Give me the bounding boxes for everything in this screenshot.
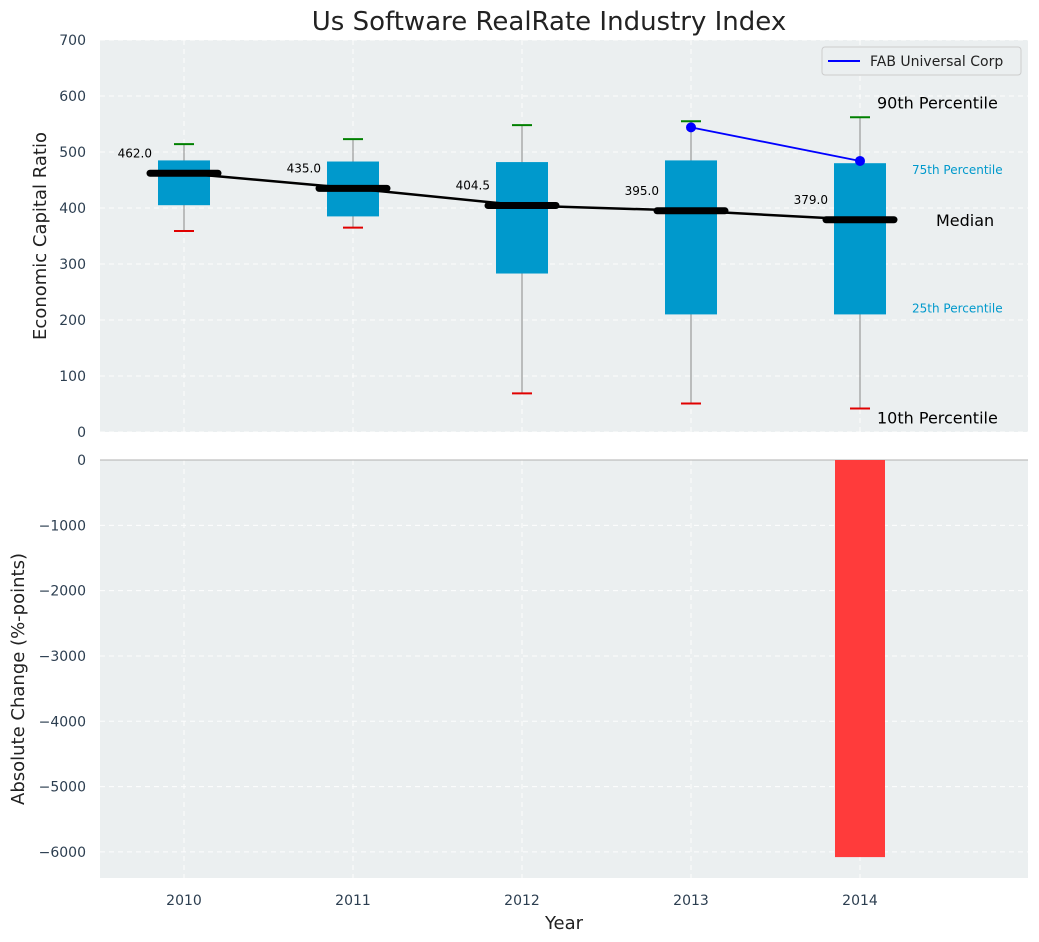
bottom-y-axis-label: Absolute Change (%-points) xyxy=(8,553,29,805)
top-y-tick-label: 400 xyxy=(59,201,86,217)
boxplot-2013: 395.0 xyxy=(625,120,729,405)
bottom-y-tick-label: −1000 xyxy=(39,518,86,534)
bottom-y-tick-label: −4000 xyxy=(39,714,86,730)
iqr-box xyxy=(665,160,717,315)
x-tick-label: 2014 xyxy=(842,893,878,909)
iqr-box xyxy=(834,163,886,315)
median-label: 404.5 xyxy=(456,178,490,192)
top-y-axis-label: Economic Capital Ratio xyxy=(30,132,51,340)
change-bar-2014 xyxy=(835,460,885,858)
legend-label: FAB Universal Corp xyxy=(870,54,1003,70)
series-point xyxy=(855,155,865,166)
change-bars xyxy=(835,460,885,858)
bottom-plot-area xyxy=(100,460,1028,878)
bottom-y-tick-label: 0 xyxy=(77,453,86,469)
median-label: 395.0 xyxy=(625,184,659,198)
x-tick-label: 2011 xyxy=(335,893,371,909)
company-series xyxy=(686,122,865,166)
iqr-box xyxy=(496,162,548,274)
top-y-tick-label: 600 xyxy=(59,89,86,105)
top-y-tick-label: 500 xyxy=(59,145,86,161)
series-point xyxy=(686,122,696,133)
x-tick-label: 2012 xyxy=(504,893,540,909)
top-y-tick-label: 700 xyxy=(59,33,86,49)
bottom-y-ticks: 0 −1000 −2000 −3000 −4000 −5000 −6000 xyxy=(39,453,86,861)
x-ticks: 2010 2011 2012 2013 2014 xyxy=(166,893,878,909)
percentile-annotations: 90th Percentile 75th Percentile Median 25th… xyxy=(877,93,1003,427)
legend: FAB Universal Corp xyxy=(821,46,1022,76)
series-line xyxy=(690,126,861,162)
x-tick-label: 2013 xyxy=(673,893,709,909)
boxplot-2012: 404.5 xyxy=(456,124,560,395)
top-y-ticks: 0 100 200 300 400 500 600 700 xyxy=(59,33,86,441)
chart-title: Us Software RealRate Industry Index xyxy=(312,7,786,37)
iqr-box xyxy=(158,160,210,206)
annot-p75: 75th Percentile xyxy=(912,163,1003,177)
bottom-y-tick-label: −2000 xyxy=(39,584,86,600)
median-label: 379.0 xyxy=(794,193,828,207)
top-y-tick-label: 300 xyxy=(59,257,86,273)
bottom-y-tick-label: −3000 xyxy=(39,649,86,665)
x-axis-label: Year xyxy=(544,913,584,934)
annot-p10: 10th Percentile xyxy=(877,408,998,427)
boxplot-2014: 379.0 xyxy=(794,116,898,410)
bottom-grid xyxy=(100,459,1028,878)
top-y-tick-label: 100 xyxy=(59,369,86,385)
top-y-tick-label: 0 xyxy=(77,425,86,441)
median-trend-line xyxy=(183,172,861,222)
x-tick-label: 2010 xyxy=(166,893,202,909)
annot-p90: 90th Percentile xyxy=(877,93,998,112)
legend-box xyxy=(821,46,1022,76)
bottom-y-tick-label: −5000 xyxy=(39,780,86,796)
annot-p25: 25th Percentile xyxy=(912,301,1003,315)
median-label: 462.0 xyxy=(118,146,152,160)
bottom-y-tick-label: −6000 xyxy=(39,845,86,861)
top-y-tick-label: 200 xyxy=(59,313,86,329)
annot-median: Median xyxy=(936,211,994,230)
median-label: 435.0 xyxy=(287,161,321,175)
